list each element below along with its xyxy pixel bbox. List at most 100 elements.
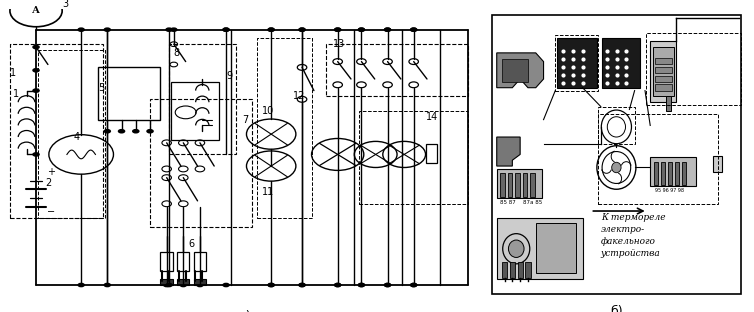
Text: 9: 9: [226, 71, 232, 81]
Bar: [177, 252, 189, 271]
Bar: [38, 50, 105, 218]
Bar: [646, 32, 741, 105]
Circle shape: [410, 283, 418, 287]
Bar: [10, 44, 103, 218]
Circle shape: [611, 162, 621, 173]
Circle shape: [78, 27, 85, 32]
Circle shape: [179, 283, 187, 287]
Bar: [500, 173, 504, 197]
Text: 7: 7: [243, 115, 249, 124]
Text: 87a 85: 87a 85: [523, 200, 542, 205]
Circle shape: [268, 283, 275, 287]
Text: 5: 5: [98, 83, 104, 93]
Circle shape: [357, 283, 365, 287]
Bar: [326, 44, 468, 96]
Circle shape: [32, 152, 40, 157]
Circle shape: [384, 283, 391, 287]
Circle shape: [170, 27, 178, 32]
Text: 11: 11: [262, 187, 274, 197]
Bar: [666, 96, 670, 111]
Bar: [194, 279, 206, 285]
Bar: [598, 107, 635, 144]
Bar: [713, 156, 722, 172]
Circle shape: [299, 27, 306, 32]
Bar: [655, 84, 672, 90]
Bar: [655, 58, 672, 65]
Text: 10: 10: [262, 106, 274, 116]
Text: К термореле
электро-
факельного
устройства: К термореле электро- факельного устройст…: [601, 213, 666, 258]
Text: 13: 13: [333, 39, 345, 49]
Text: 4: 4: [74, 132, 80, 142]
Circle shape: [118, 129, 125, 134]
Circle shape: [32, 45, 40, 49]
Text: 2: 2: [45, 178, 52, 188]
Circle shape: [222, 283, 230, 287]
Circle shape: [357, 27, 365, 32]
Bar: [654, 162, 657, 185]
Bar: [650, 157, 696, 186]
Text: 14: 14: [425, 112, 438, 122]
Bar: [359, 111, 468, 204]
Bar: [598, 114, 718, 204]
Bar: [507, 173, 513, 197]
Bar: [257, 38, 311, 218]
Text: 12: 12: [293, 91, 305, 101]
Bar: [555, 36, 598, 90]
Text: 6: 6: [188, 239, 195, 249]
Text: а): а): [239, 310, 251, 312]
Bar: [171, 82, 219, 140]
Circle shape: [384, 27, 391, 32]
Text: 8: 8: [173, 48, 180, 58]
Bar: [502, 59, 528, 82]
Bar: [655, 67, 672, 73]
Bar: [169, 44, 235, 154]
Circle shape: [384, 283, 391, 287]
Bar: [536, 223, 576, 273]
Circle shape: [334, 27, 342, 32]
Circle shape: [268, 27, 275, 32]
Bar: [161, 279, 173, 285]
Text: 95 96 97 98: 95 96 97 98: [655, 188, 684, 193]
Bar: [530, 173, 535, 197]
Circle shape: [32, 68, 40, 73]
Bar: [653, 47, 673, 96]
Text: +: +: [47, 167, 55, 177]
Text: А: А: [32, 6, 40, 15]
Polygon shape: [497, 137, 520, 166]
Circle shape: [222, 27, 230, 32]
Circle shape: [146, 129, 154, 134]
Circle shape: [410, 27, 418, 32]
Bar: [425, 144, 437, 163]
Text: 1: 1: [10, 68, 16, 78]
Bar: [194, 252, 206, 271]
Circle shape: [410, 27, 418, 32]
Circle shape: [357, 27, 365, 32]
Text: 1: 1: [14, 89, 20, 99]
Circle shape: [334, 283, 342, 287]
Circle shape: [508, 240, 524, 257]
Circle shape: [384, 27, 391, 32]
Text: 85 87: 85 87: [500, 200, 516, 205]
Bar: [515, 173, 520, 197]
Circle shape: [103, 27, 111, 32]
Circle shape: [299, 27, 306, 32]
Text: б): б): [610, 305, 623, 312]
Circle shape: [165, 27, 173, 32]
Circle shape: [268, 27, 275, 32]
Circle shape: [78, 283, 85, 287]
Bar: [556, 38, 597, 88]
Circle shape: [103, 283, 111, 287]
Bar: [602, 38, 640, 88]
Bar: [682, 162, 686, 185]
Circle shape: [165, 283, 173, 287]
Bar: [667, 162, 672, 185]
Circle shape: [334, 27, 342, 32]
Circle shape: [299, 283, 306, 287]
Circle shape: [357, 283, 365, 287]
Bar: [98, 67, 160, 119]
Bar: [661, 162, 665, 185]
Circle shape: [334, 283, 342, 287]
Bar: [150, 99, 252, 227]
Circle shape: [32, 88, 40, 93]
Bar: [161, 252, 173, 271]
